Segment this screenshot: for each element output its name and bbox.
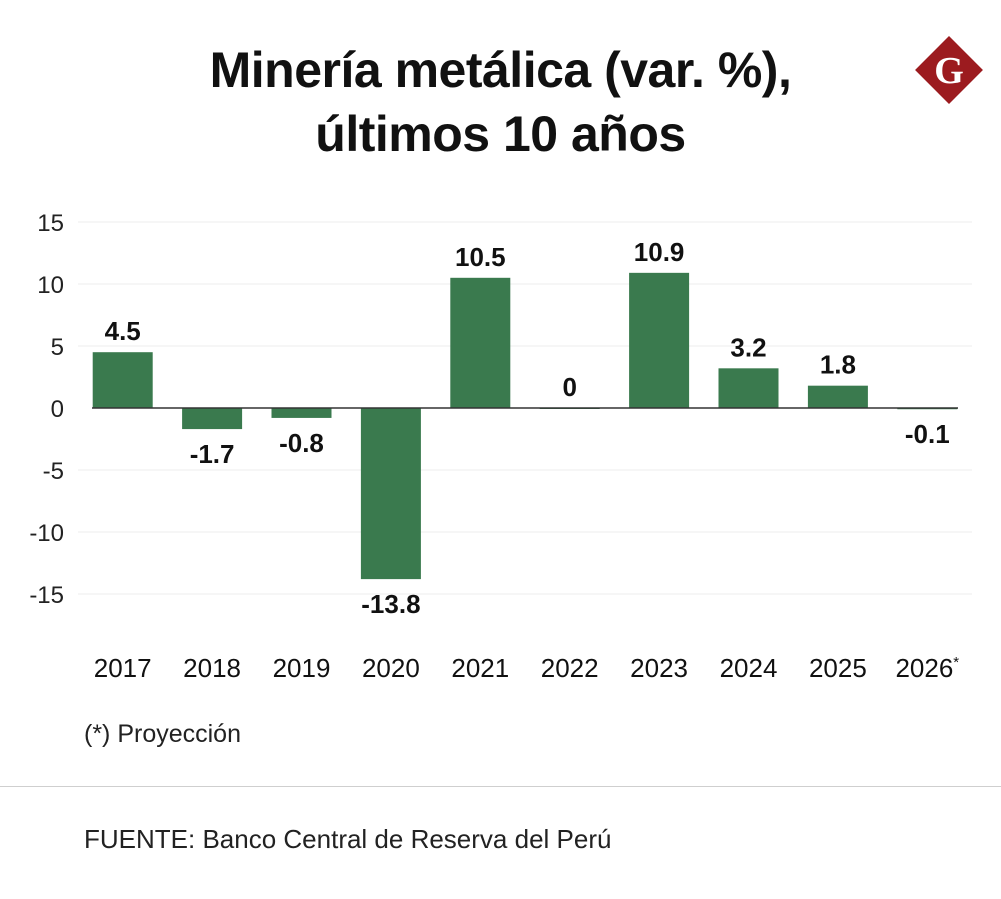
- data-label: -0.8: [279, 428, 324, 458]
- bar: [92, 352, 153, 408]
- data-label: 1.8: [820, 350, 856, 380]
- data-label: 10.5: [455, 242, 506, 272]
- bar: [807, 385, 868, 408]
- data-label: -1.7: [190, 439, 235, 469]
- y-tick-label: -5: [43, 458, 64, 485]
- bar: [629, 272, 690, 408]
- svg-text:G: G: [934, 50, 964, 92]
- data-label: -0.1: [905, 419, 950, 449]
- bar: [360, 408, 421, 580]
- bar: [450, 277, 511, 408]
- bar-chart: 15 10 5 0 -5 -10 -15 4.5 2017 -1.7 2018 -0.8 2019 -13…: [29, 210, 972, 683]
- data-label: -13.8: [361, 589, 420, 619]
- x-tick-label: 2017: [94, 653, 152, 683]
- source-text: FUENTE: Banco Central de Reserva del Per…: [84, 824, 612, 854]
- data-label: 3.2: [730, 332, 766, 362]
- chart-title: Minería metálica (var. %), últimos 10 añ…: [0, 38, 1001, 166]
- x-tick-label: 2020: [362, 653, 420, 683]
- divider: [0, 786, 1001, 787]
- bar: [182, 408, 243, 430]
- x-tick-label: 2021: [451, 653, 509, 683]
- title-line-1: Minería metálica (var. %),: [209, 42, 792, 98]
- x-tick-label: 2026*: [895, 653, 959, 683]
- y-tick-label: 5: [51, 334, 64, 361]
- x-tick-label: 2023: [630, 653, 688, 683]
- x-tick-label: 2024: [720, 653, 778, 683]
- bar: [271, 408, 332, 418]
- brand-logo-icon: G: [915, 36, 983, 104]
- x-tick-label: 2019: [273, 653, 331, 683]
- y-tick-label: 15: [37, 210, 64, 237]
- data-label: 0: [562, 372, 576, 402]
- y-tick-label: -10: [29, 520, 64, 547]
- y-tick-label: 10: [37, 272, 64, 299]
- y-tick-label: 0: [51, 396, 64, 423]
- title-line-2: últimos 10 años: [315, 106, 686, 162]
- data-label: 4.5: [105, 316, 141, 346]
- projection-note: (*) Proyección: [84, 720, 241, 748]
- x-tick-label: 2018: [183, 653, 241, 683]
- x-tick-label: 2025: [809, 653, 867, 683]
- data-label: 10.9: [634, 237, 685, 267]
- y-tick-label: -15: [29, 582, 64, 609]
- x-tick-label: 2022: [541, 653, 599, 683]
- bar: [718, 368, 779, 408]
